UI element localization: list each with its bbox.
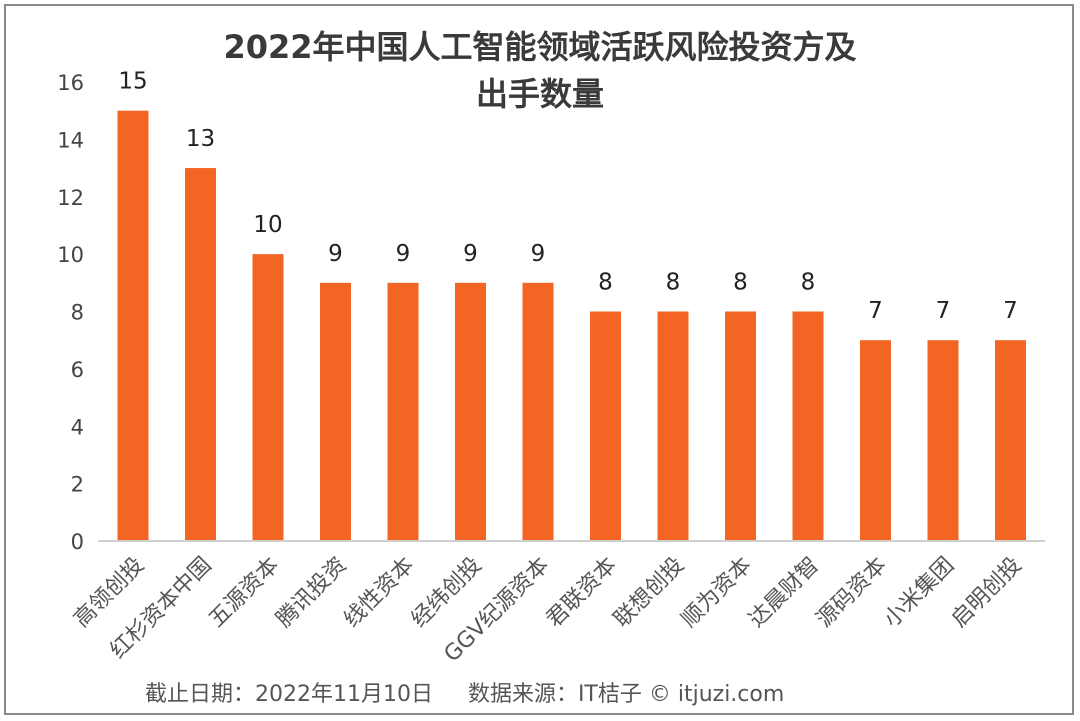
bar — [320, 282, 351, 541]
data-label: 8 — [801, 270, 816, 296]
bar — [455, 282, 486, 541]
y-tick-label: 16 — [57, 71, 84, 95]
y-tick-label: 12 — [57, 186, 84, 210]
chart-title-line-2: 出手数量 — [476, 75, 604, 113]
data-label: 8 — [666, 270, 681, 296]
x-tick-label: 君联资本 — [542, 553, 622, 633]
bar — [117, 110, 149, 541]
data-label: 8 — [733, 270, 748, 296]
bar — [860, 340, 891, 541]
chart-title-line-1: 2022年中国人工智能领域活跃风险投资方及 — [223, 28, 856, 66]
data-label: 9 — [531, 241, 546, 267]
x-tick-label: 联想创投 — [609, 553, 689, 633]
data-label: 7 — [936, 298, 951, 324]
x-tick-label: 达晨财智 — [744, 553, 824, 633]
bar — [590, 311, 621, 541]
x-tick-label: 源码资本 — [812, 553, 892, 633]
data-label: 9 — [328, 241, 343, 267]
y-tick-label: 14 — [57, 128, 84, 152]
data-label: 9 — [396, 241, 411, 267]
bar — [522, 282, 554, 541]
y-tick-label: 0 — [71, 530, 84, 554]
x-tick-label: 腾讯投资 — [272, 553, 352, 633]
y-tick-label: 8 — [71, 301, 84, 325]
bar — [927, 340, 959, 541]
y-tick-label: 2 — [71, 473, 84, 497]
x-tick-label: 启明创投 — [947, 553, 1027, 633]
y-tick-label: 10 — [57, 243, 84, 267]
data-label: 8 — [598, 270, 613, 296]
x-tick-label: 顺为资本 — [677, 553, 757, 633]
x-tick-label: 线性资本 — [339, 553, 419, 633]
footer-note: 截止日期：2022年11月10日 数据来源：IT桔子 © itjuzi.com — [145, 682, 784, 707]
bar — [725, 311, 756, 541]
data-label: 15 — [118, 69, 147, 95]
bar — [657, 311, 689, 541]
chart-frame — [4, 4, 1074, 715]
bar — [995, 340, 1026, 541]
data-label: 7 — [868, 298, 883, 324]
bar — [252, 254, 284, 541]
data-label: 7 — [1003, 298, 1018, 324]
y-tick-label: 4 — [71, 415, 84, 439]
y-tick-label: 6 — [71, 358, 84, 382]
x-tick-label: 五源资本 — [204, 553, 284, 633]
bar — [792, 311, 824, 541]
x-tick-label: 小米集团 — [879, 553, 959, 633]
data-label: 13 — [186, 126, 215, 152]
data-label: 9 — [463, 241, 478, 267]
data-label: 10 — [253, 212, 282, 238]
bar — [387, 282, 419, 541]
bar — [185, 168, 216, 541]
